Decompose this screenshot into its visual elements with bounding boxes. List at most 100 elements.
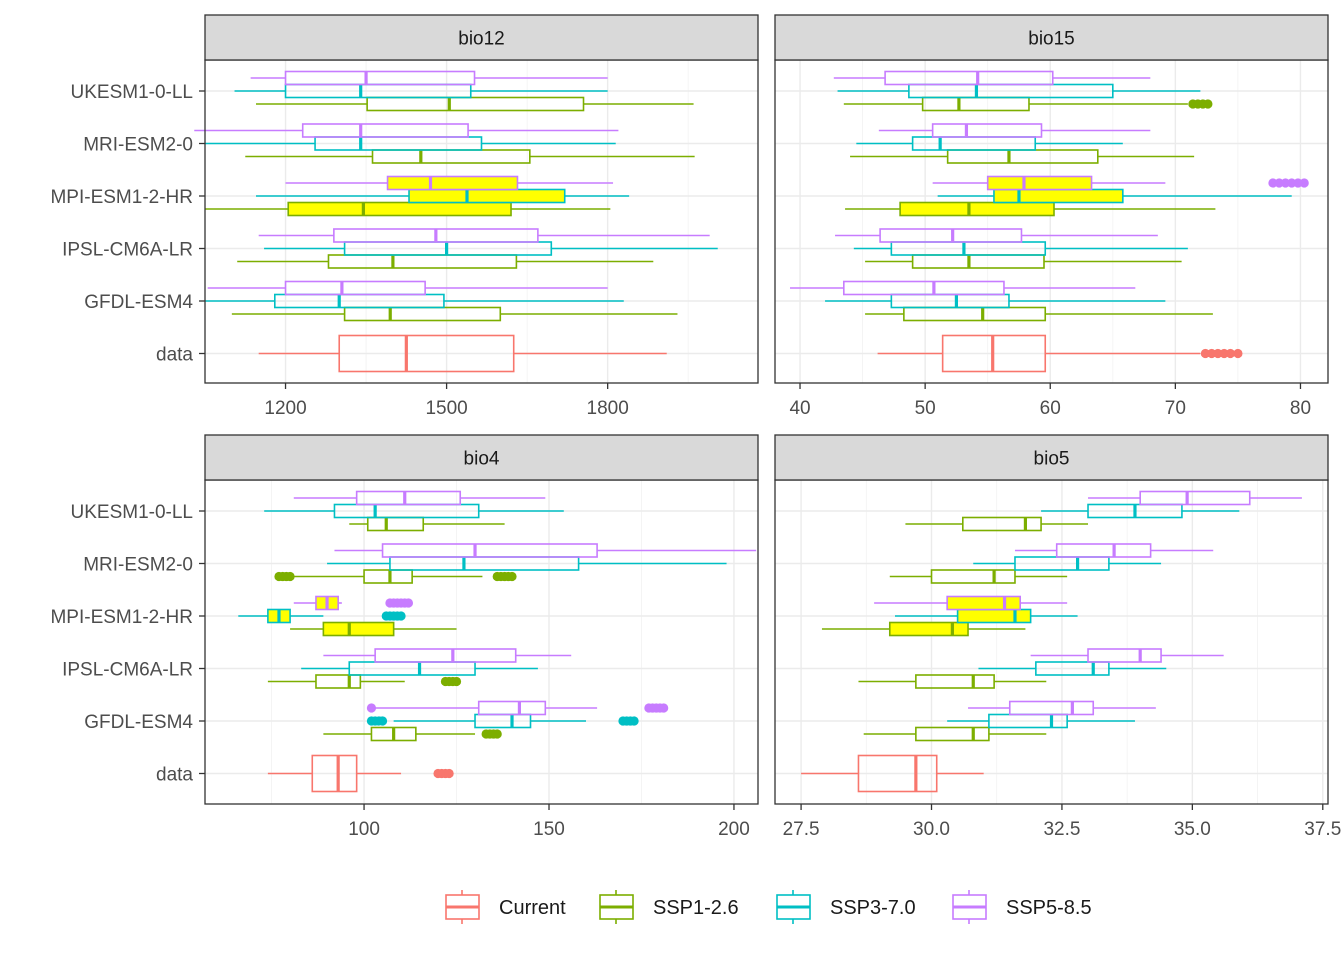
y-tick-label: GFDL-ESM4 [84,712,193,733]
box-ssp3 [408,188,566,204]
x-tick-label: 60 [1040,398,1061,419]
box-ssp3 [956,608,1032,624]
legend-label: SSP3-7.0 [830,897,916,919]
x-tick-label: 27.5 [783,819,820,840]
x-tick-label: 1800 [587,398,629,419]
x-tick-label: 32.5 [1043,819,1080,840]
panel-border [204,479,759,805]
box-ssp5 [381,543,598,558]
x-tick-label: 100 [348,819,380,840]
facet-strip [204,14,759,61]
x-tick-label: 200 [718,819,750,840]
y-tick-label: MRI-ESM2-0 [83,135,193,156]
box-ssp3 [993,188,1124,204]
y-tick-label: data [156,345,193,366]
box-ssp1 [899,201,1055,217]
outlier-point [492,729,502,739]
box-ssp5 [843,280,1005,296]
box-ssp5 [931,123,1043,138]
box-current [338,334,515,373]
x-tick-label: 80 [1290,398,1311,419]
outlier-point [366,703,377,713]
outlier-point [1225,348,1236,359]
box-ssp1 [327,254,518,269]
x-tick-label: 30.0 [913,819,950,840]
y-tick-label: IPSL-CM6A-LR [62,240,193,261]
box-ssp1 [322,621,395,637]
legend-label: Current [499,897,566,919]
box-ssp1 [911,254,1045,269]
box-ssp5 [301,123,469,138]
facet-title: bio12 [458,29,505,50]
outlier-point [285,571,295,582]
box-ssp5 [1087,648,1162,663]
outlier-point [451,676,462,687]
facet-strip [774,434,1329,481]
box-ssp1 [921,96,1030,112]
x-tick-label: 70 [1165,398,1186,419]
y-tick-label: UKESM1-0-LL [71,82,194,103]
outlier-point [659,703,669,713]
x-tick-label: 150 [533,819,565,840]
box-ssp1 [287,201,512,217]
box-ssp5 [386,175,519,191]
y-tick-label: MPI-ESM1-2-HR [50,607,193,628]
box-ssp1 [371,149,531,164]
box-ssp5 [884,70,1054,86]
facet-title: bio15 [1028,29,1075,50]
y-tick-label: GFDL-ESM4 [84,292,193,313]
y-tick-label: IPSL-CM6A-LR [62,660,193,681]
box-ssp1 [366,516,425,532]
box-current [311,754,358,793]
box-ssp5 [477,700,547,716]
legend-label: SSP1-2.6 [653,897,739,919]
x-tick-label: 40 [789,398,810,419]
box-ssp1 [363,569,413,584]
x-tick-label: 37.5 [1304,819,1341,840]
outlier-point [396,611,406,621]
box-ssp1 [315,674,362,689]
box-ssp5 [1055,543,1152,558]
x-tick-label: 50 [915,398,936,419]
panel-border [204,59,759,384]
x-tick-label: 1500 [425,398,467,419]
facet-strip [204,434,759,481]
outlier-point [403,598,414,608]
box-ssp5 [986,175,1093,191]
box-ssp1 [915,674,995,689]
outlier-point [1203,99,1213,109]
outlier-point [1299,178,1309,188]
y-tick-label: MRI-ESM2-0 [83,555,193,576]
box-ssp5 [946,595,1021,611]
box-ssp1 [946,149,1099,164]
box-ssp1 [888,621,969,637]
box-ssp5 [1008,700,1095,716]
outlier-point [1233,348,1243,359]
outlier-point [629,716,639,726]
box-ssp1 [915,726,990,742]
facet-strip [774,14,1329,61]
facet-title: bio5 [1034,449,1070,470]
box-ssp5 [1139,490,1251,506]
box-ssp1 [343,306,502,322]
box-ssp1 [962,516,1042,532]
box-ssp1 [930,569,1016,584]
box-ssp1 [366,96,585,112]
box-ssp5 [879,228,1023,243]
facet-title: bio4 [464,449,500,470]
y-tick-label: UKESM1-0-LL [71,502,194,523]
box-ssp5 [374,648,517,663]
y-tick-label: data [156,765,193,786]
panel-border [774,59,1329,384]
outlier-point [507,571,517,582]
y-tick-label: MPI-ESM1-2-HR [50,187,193,208]
box-ssp3 [1035,661,1110,676]
box-ssp5 [284,280,426,296]
x-tick-label: 35.0 [1174,819,1211,840]
outlier-point [377,716,388,726]
legend-label: SSP5-8.5 [1006,897,1092,919]
x-tick-label: 1200 [264,398,306,419]
box-ssp5 [284,70,476,86]
box-ssp5 [355,490,462,506]
